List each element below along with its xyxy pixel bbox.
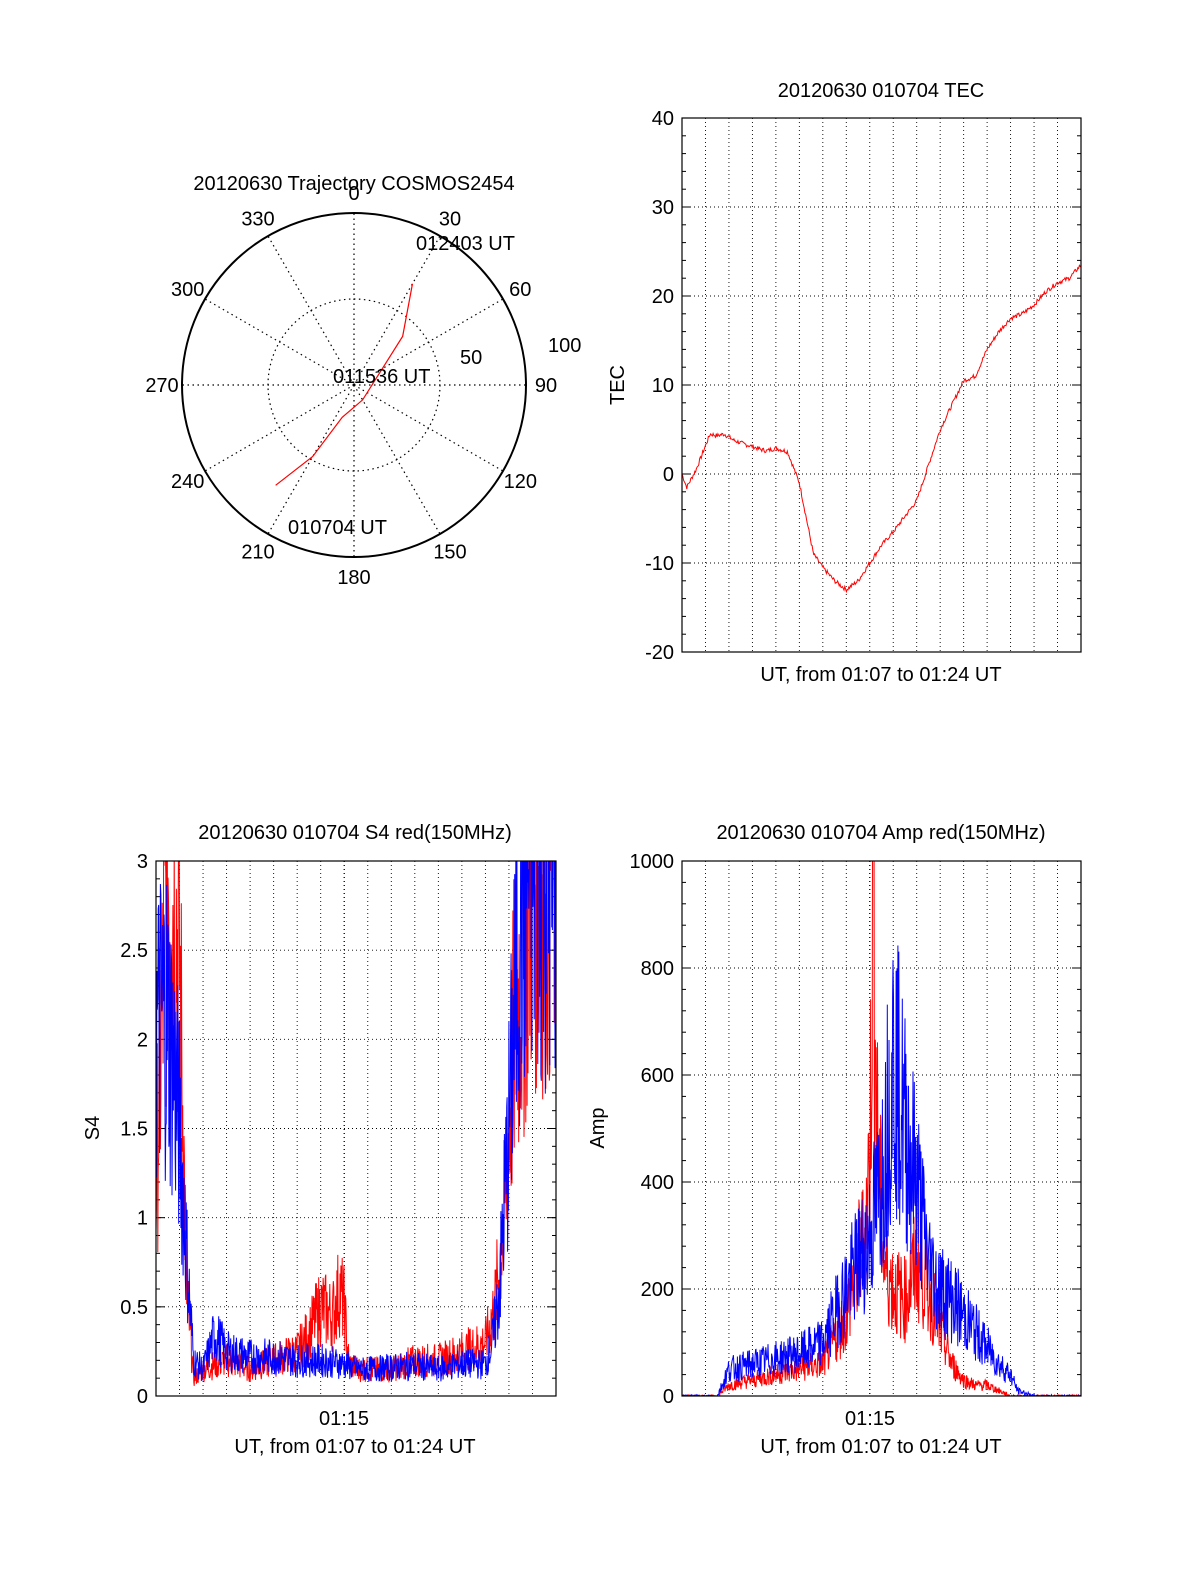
amp-panel: 20120630 010704 Amp red(150MHz) 0 200 400 6… (587, 822, 1082, 1458)
polar-outer-circle (181, 212, 527, 558)
tec-ytick-label: -20 (645, 642, 674, 664)
amp-title: 20120630 010704 Amp red(150MHz) (716, 822, 1045, 844)
amp-axes-frame (681, 860, 1082, 1397)
s4-series-line (156, 861, 556, 1386)
polar-end-label: 012403 UT (416, 233, 515, 255)
polar-azimuth-label: 240 (171, 471, 204, 493)
polar-azimuth-label: 330 (241, 209, 274, 231)
s4-panel: 20120630 010704 S4 red(150MHz) 0 0.5 1 1.5 2… (82, 822, 557, 1458)
tec-title: 20120630 010704 TEC (778, 80, 984, 102)
s4-series-line (156, 861, 556, 1382)
amp-ytick-label: 800 (641, 958, 674, 980)
polar-grid (182, 213, 526, 557)
tec-plot-area: -20 -10 0 10 20 30 40 (645, 108, 1082, 664)
s4-ylabel: S4 (82, 1116, 104, 1140)
amp-ytick-label: 600 (641, 1065, 674, 1087)
amp-series-line (682, 945, 1081, 1396)
polar-radial-label: 50 (460, 347, 482, 369)
tec-series-line (682, 264, 1081, 594)
polar-grid-spoke (267, 235, 355, 386)
polar-azimuth-label: 300 (171, 279, 204, 301)
s4-plot-area: 0 0.5 1 1.5 2 2.5 3 (120, 851, 557, 1408)
amp-xtick-label: 01:15 (845, 1408, 895, 1430)
s4-ytick-label: 2.5 (120, 940, 148, 962)
polar-azimuth-label: 60 (509, 279, 531, 301)
polar-radial-label: 100 (548, 335, 581, 357)
polar-azimuth-label: 150 (433, 541, 466, 563)
amp-ytick-label: 200 (641, 1279, 674, 1301)
tec-ytick-label: 20 (652, 286, 674, 308)
tec-ytick-label: -10 (645, 553, 674, 575)
polar-grid-spoke (353, 235, 441, 386)
polar-panel: 20120630 Trajectory COSMOS2454 0 30 60 90 12… (145, 173, 581, 589)
tec-xlabel: UT, from 01:07 to 01:24 UT (760, 664, 1001, 686)
polar-azimuth-label: 210 (241, 541, 274, 563)
polar-azimuth-label: 120 (504, 471, 537, 493)
polar-grid-spoke (353, 384, 441, 535)
amp-plot-area: 0 200 400 600 800 1000 (630, 851, 1082, 1408)
s4-ytick-label: 0 (137, 1386, 148, 1408)
amp-ytick-label: 0 (663, 1386, 674, 1408)
s4-ytick-label: 1 (137, 1208, 148, 1230)
s4-axes-frame (155, 860, 557, 1397)
tec-ytick-label: 30 (652, 197, 674, 219)
amp-ytick-label: 1000 (630, 851, 675, 873)
tec-axes-frame (681, 117, 1082, 653)
polar-grid-spoke (204, 384, 355, 472)
s4-ytick-label: 1.5 (120, 1119, 148, 1141)
s4-title: 20120630 010704 S4 red(150MHz) (198, 822, 512, 844)
polar-grid-spoke (353, 384, 504, 472)
tec-ytick-label: 10 (652, 375, 674, 397)
s4-ytick-label: 2 (137, 1029, 148, 1051)
tec-ytick-label: 0 (663, 464, 674, 486)
polar-start-label: 010704 UT (288, 517, 387, 539)
tec-ylabel: TEC (607, 365, 629, 405)
polar-grid-spoke (267, 384, 355, 535)
amp-ytick-label: 400 (641, 1172, 674, 1194)
polar-title: 20120630 Trajectory COSMOS2454 (193, 173, 514, 195)
polar-azimuth-labels: 0 30 60 90 120 150 180 210 240 270 300 330 (145, 183, 557, 589)
polar-azimuth-label: 90 (535, 375, 557, 397)
amp-xlabel: UT, from 01:07 to 01:24 UT (760, 1436, 1001, 1458)
s4-ytick-label: 0.5 (120, 1297, 148, 1319)
amp-series-line (682, 861, 1081, 1396)
s4-xlabel: UT, from 01:07 to 01:24 UT (234, 1436, 475, 1458)
polar-azimuth-label: 270 (145, 375, 178, 397)
polar-azimuth-label: 30 (439, 209, 461, 231)
s4-xtick-label: 01:15 (319, 1408, 369, 1430)
s4-ytick-label: 3 (137, 851, 148, 873)
polar-trajectory-line (275, 283, 414, 486)
polar-mid-label: 011536 UT (333, 366, 430, 388)
tec-ytick-label: 40 (652, 108, 674, 130)
polar-azimuth-label: 180 (337, 567, 370, 589)
polar-grid-spoke (204, 298, 355, 386)
amp-ylabel: Amp (587, 1107, 609, 1148)
tec-panel: 20120630 010704 TEC -20 -10 0 10 20 30 40 UT, … (607, 80, 1082, 686)
polar-azimuth-label: 0 (348, 183, 359, 205)
polar-grid-spoke (353, 298, 504, 386)
